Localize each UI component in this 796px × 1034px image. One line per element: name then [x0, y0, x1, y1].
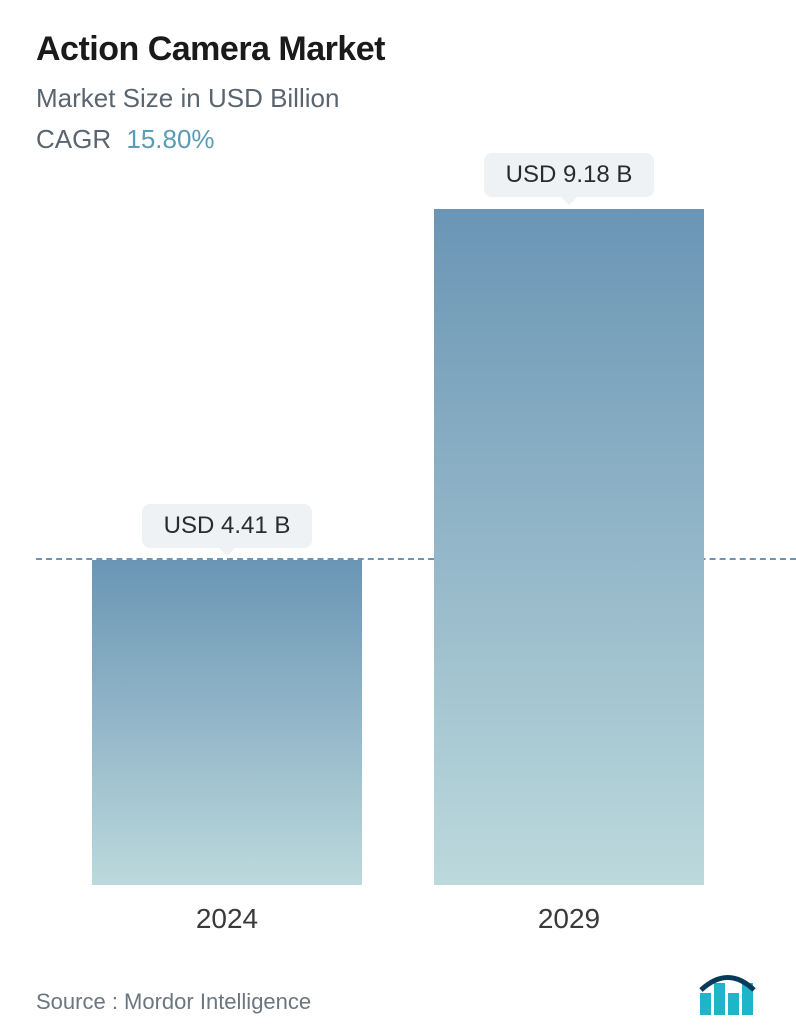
- source-text: Source : Mordor Intelligence: [36, 989, 311, 1015]
- x-axis-labels: 2024 2029: [36, 885, 760, 935]
- cagr-row: CAGR 15.80%: [36, 124, 760, 155]
- chart-subtitle: Market Size in USD Billion: [36, 83, 760, 114]
- bars-group: USD 4.41 B USD 9.18 B: [36, 185, 760, 885]
- value-pill-1: USD 9.18 B: [484, 153, 655, 197]
- x-label-0: 2024: [87, 903, 367, 935]
- plot-region: USD 4.41 B USD 9.18 B: [36, 185, 760, 885]
- brand-logo-icon: [698, 975, 760, 1015]
- chart-area: USD 4.41 B USD 9.18 B 2024 2029: [36, 185, 760, 935]
- chart-container: Action Camera Market Market Size in USD …: [0, 0, 796, 1034]
- x-label-1: 2029: [429, 903, 709, 935]
- cagr-label: CAGR: [36, 124, 111, 154]
- bar-0: [92, 560, 362, 885]
- cagr-value: 15.80%: [126, 124, 214, 154]
- footer: Source : Mordor Intelligence: [36, 945, 760, 1015]
- bar-group-1: USD 9.18 B: [429, 153, 709, 885]
- value-pill-0: USD 4.41 B: [142, 504, 313, 548]
- bar-group-0: USD 4.41 B: [87, 504, 367, 885]
- bar-1: [434, 209, 704, 885]
- chart-title: Action Camera Market: [36, 30, 760, 69]
